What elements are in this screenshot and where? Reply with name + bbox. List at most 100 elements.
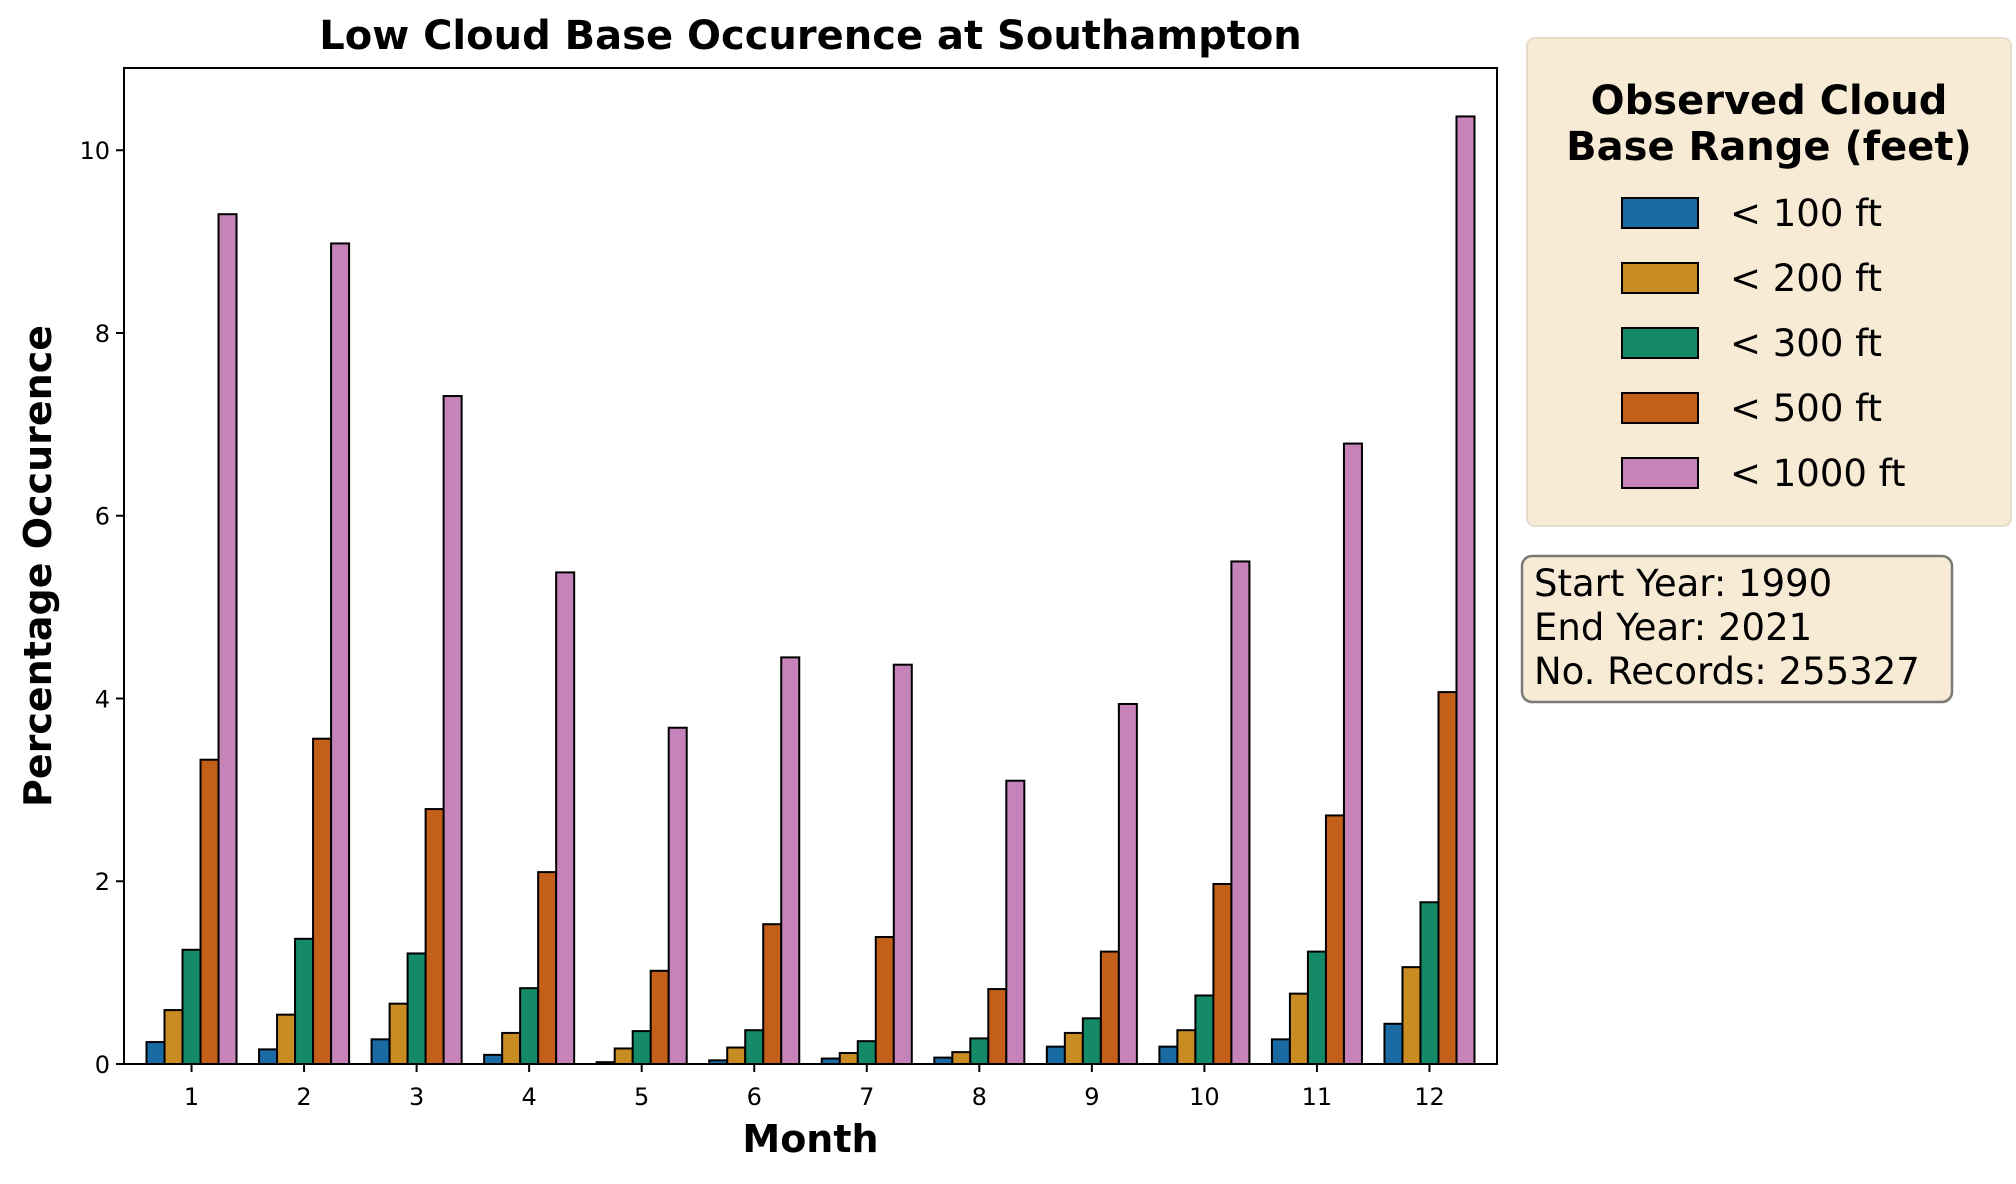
- x-tick-label: 8: [972, 1083, 987, 1111]
- info-box: Start Year: 1990 End Year: 2021 No. Reco…: [1520, 554, 1954, 704]
- info-start-year: Start Year: 1990: [1534, 562, 1832, 605]
- info-end-year: End Year: 2021: [1534, 606, 1812, 649]
- y-axis: 0 2 4 6 8 10: [79, 137, 124, 1079]
- bar-month-9-series-5: [1117, 702, 1138, 1065]
- bar-month-1-series-3: [181, 948, 202, 1066]
- legend-title-line-1: Observed Cloud: [1591, 78, 1948, 124]
- y-tick-label: 8: [95, 320, 110, 348]
- x-tick-label: 10: [1189, 1083, 1220, 1111]
- y-axis-label: Percentage Occurence: [16, 325, 60, 807]
- bar-month-3-series-2: [388, 1002, 409, 1066]
- bar-month-12-series-4: [1437, 691, 1458, 1065]
- x-tick-label: 4: [522, 1083, 537, 1111]
- legend-label-5: < 1000 ft: [1730, 452, 1906, 495]
- bar-month-5-series-2: [613, 1047, 634, 1065]
- legend-title-line-2: Base Range (feet): [1566, 124, 1972, 170]
- bar-month-8-series-3: [969, 1037, 990, 1066]
- bar-month-8-series-4: [987, 988, 1008, 1066]
- bar-month-10-series-4: [1212, 882, 1233, 1065]
- bar-month-5-series-4: [649, 969, 670, 1065]
- x-tick-label: 6: [747, 1083, 762, 1111]
- bars-layer: [145, 115, 1476, 1066]
- bar-month-12-series-2: [1401, 966, 1422, 1066]
- bar-month-11-series-1: [1270, 1038, 1291, 1065]
- legend-swatch-2: [1621, 262, 1699, 294]
- legend-swatch-5: [1621, 457, 1699, 489]
- plot-frame: [123, 67, 1498, 1065]
- legend-label-4: < 500 ft: [1730, 387, 1882, 430]
- bar-month-12-series-1: [1383, 1022, 1404, 1065]
- bar-month-3-series-5: [442, 395, 463, 1066]
- bar-month-6-series-4: [762, 923, 783, 1065]
- bar-month-10-series-1: [1158, 1045, 1179, 1066]
- x-tick-label: 12: [1414, 1083, 1445, 1111]
- bar-month-11-series-3: [1306, 950, 1327, 1065]
- info-box-frame: [1520, 554, 1954, 704]
- legend: Observed Cloud Base Range (feet) < 100 f…: [1526, 37, 2012, 527]
- bar-month-7-series-3: [856, 1040, 877, 1066]
- bar-month-11-series-4: [1324, 814, 1345, 1066]
- y-tick-label: 4: [95, 685, 110, 713]
- bar-month-1-series-2: [163, 1009, 184, 1066]
- bar-month-4-series-3: [519, 987, 540, 1065]
- bar-month-9-series-1: [1045, 1045, 1066, 1066]
- bar-month-10-series-3: [1194, 994, 1215, 1065]
- y-tick-label: 2: [95, 868, 110, 896]
- bar-month-2-series-2: [276, 1013, 297, 1065]
- x-tick-label: 2: [296, 1083, 311, 1111]
- x-tick-label: 11: [1302, 1083, 1333, 1111]
- x-axis-label: Month: [742, 1117, 878, 1161]
- legend-label-1: < 100 ft: [1730, 192, 1882, 235]
- bar-month-4-series-1: [483, 1053, 504, 1065]
- bar-month-11-series-2: [1288, 992, 1309, 1066]
- bar-month-8-series-5: [1005, 779, 1026, 1065]
- bar-month-9-series-4: [1099, 950, 1120, 1065]
- y-tick-label: 0: [95, 1051, 110, 1079]
- bar-month-1-series-4: [199, 758, 220, 1065]
- bar-month-12-series-5: [1455, 115, 1476, 1066]
- y-tick-label: 6: [95, 503, 110, 531]
- bar-month-6-series-2: [726, 1046, 747, 1066]
- x-tick-label: 5: [634, 1083, 649, 1111]
- bar-month-2-series-3: [294, 937, 315, 1065]
- legend-items: < 100 ft < 200 ft < 300 ft < 500 ft < 1000 f…: [1621, 192, 1906, 495]
- bar-month-2-series-4: [312, 737, 333, 1065]
- legend-swatch-1: [1621, 197, 1699, 229]
- x-tick-label: 9: [1084, 1083, 1099, 1111]
- info-record-count: No. Records: 255327: [1534, 650, 1920, 693]
- chart-title: Low Cloud Base Occurence at Southampton: [319, 13, 1302, 59]
- y-tick-label: 10: [79, 137, 110, 165]
- x-axis: 1 2 3 4 5 6 7 8 9 10 11 12: [184, 1064, 1445, 1111]
- bar-month-10-series-5: [1230, 560, 1251, 1065]
- bar-month-8-series-2: [951, 1051, 972, 1065]
- bar-month-9-series-2: [1063, 1031, 1084, 1066]
- bar-month-1-series-1: [145, 1041, 166, 1065]
- bar-month-3-series-1: [370, 1038, 391, 1065]
- bar-month-2-series-5: [330, 242, 351, 1065]
- bar-month-3-series-3: [406, 952, 427, 1065]
- legend-swatch-4: [1621, 392, 1699, 424]
- bar-month-12-series-3: [1419, 901, 1440, 1066]
- bar-month-9-series-3: [1081, 1017, 1102, 1065]
- bar-month-5-series-3: [631, 1030, 652, 1065]
- bar-month-7-series-5: [892, 663, 913, 1065]
- legend-label-3: < 300 ft: [1730, 322, 1882, 365]
- bar-month-3-series-4: [424, 808, 445, 1065]
- bar-month-2-series-1: [258, 1048, 279, 1066]
- bar-month-11-series-5: [1342, 442, 1363, 1065]
- bar-month-1-series-5: [217, 213, 238, 1065]
- x-tick-label: 3: [409, 1083, 424, 1111]
- bar-month-4-series-5: [555, 571, 576, 1066]
- x-tick-label: 7: [859, 1083, 874, 1111]
- bar-month-5-series-5: [667, 726, 688, 1065]
- legend-label-2: < 200 ft: [1730, 257, 1882, 300]
- legend-swatch-3: [1621, 327, 1699, 359]
- bar-month-6-series-5: [780, 656, 801, 1065]
- x-tick-label: 1: [184, 1083, 199, 1111]
- bar-month-6-series-3: [744, 1029, 765, 1065]
- bar-month-4-series-4: [537, 871, 558, 1065]
- bar-month-7-series-2: [838, 1052, 859, 1066]
- bar-month-10-series-2: [1176, 1029, 1197, 1065]
